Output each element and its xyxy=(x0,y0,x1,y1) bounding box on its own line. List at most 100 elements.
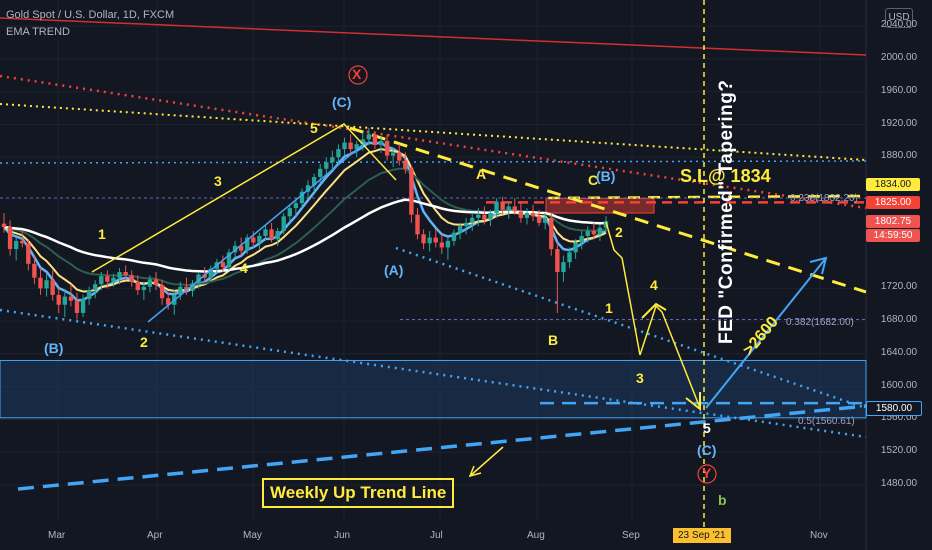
candle-body xyxy=(524,213,530,218)
candle-body xyxy=(366,134,372,140)
price-tick-label: 2040.00 xyxy=(880,19,918,31)
candle-body xyxy=(451,232,457,241)
candle-body xyxy=(226,252,232,268)
weekly-trendline-label: Weekly Up Trend Line xyxy=(262,478,455,508)
candle-body xyxy=(196,274,201,284)
price-tick-label: 1720.00 xyxy=(880,281,918,293)
candle-body xyxy=(26,243,31,264)
candle-body xyxy=(1,223,7,227)
candle-body xyxy=(567,252,572,263)
wave-label: 3 xyxy=(636,370,644,386)
candle-body xyxy=(324,162,329,169)
candle-body xyxy=(269,229,274,240)
wave-label: 1 xyxy=(605,300,613,316)
candle-body xyxy=(232,245,238,253)
price-tick-label: 1560.00 xyxy=(880,412,918,424)
wave-label: B xyxy=(548,332,559,348)
time-tick-label: May xyxy=(243,530,262,541)
time-tick-label: Apr xyxy=(147,530,163,541)
wave-label: 5 xyxy=(703,420,711,436)
blue-dotted-channel xyxy=(395,246,867,410)
time-tick-label: Sep xyxy=(622,530,640,541)
ema-lines xyxy=(3,141,607,302)
candles xyxy=(1,127,609,320)
candle-body xyxy=(281,216,286,232)
price-tick-label: 1880.00 xyxy=(880,150,918,162)
wave-label: (B) xyxy=(44,340,64,356)
target-arrowhead xyxy=(809,256,828,275)
candle-body xyxy=(311,176,317,186)
candle-body xyxy=(439,242,445,248)
candle-body xyxy=(500,201,505,210)
candle-body xyxy=(378,140,384,146)
candle-body xyxy=(427,237,432,244)
candle-body xyxy=(13,240,19,250)
candle-body xyxy=(397,152,402,161)
price-tick-label: 1600.00 xyxy=(880,379,918,391)
currency-button[interactable]: USD xyxy=(885,8,913,28)
countdown-badge: 14:59:50 xyxy=(866,229,920,242)
indicator-label[interactable]: EMA TREND xyxy=(6,26,70,38)
candle-body xyxy=(372,134,378,146)
wave-label: b xyxy=(718,492,727,508)
candle-body xyxy=(555,249,560,272)
candle-body xyxy=(597,227,603,235)
candle-body xyxy=(494,201,499,214)
candle-body xyxy=(415,214,420,235)
price-tick-label: 1680.00 xyxy=(880,314,918,326)
wave-label: (B) xyxy=(596,168,616,184)
candle-body xyxy=(38,277,43,289)
candle-body xyxy=(111,277,116,282)
ema-fast-line xyxy=(3,141,607,302)
candle-body xyxy=(384,140,390,156)
fed-tapering-annotation: FED "Confirmed" Tapering? xyxy=(716,79,737,344)
time-tick-label: Jun xyxy=(334,530,351,541)
fib-label-0236: 0.236(1832.20) xyxy=(790,193,858,204)
candle-body xyxy=(330,157,335,163)
blue-dotted-horizontal xyxy=(0,160,867,164)
chart-grid xyxy=(0,0,867,550)
wave-label: 5 xyxy=(310,120,318,136)
time-tick-label: Aug xyxy=(527,530,545,541)
symbol-title[interactable]: Gold Spot / U.S. Dollar, 1D, FXCM xyxy=(6,9,175,21)
sl-price-badge: 1834.00 xyxy=(866,178,920,191)
wave-x-circle xyxy=(348,65,368,85)
wave-label: 1 xyxy=(98,226,106,242)
candle-body xyxy=(275,231,280,240)
candle-body xyxy=(390,152,396,156)
wave-label: 4 xyxy=(650,277,658,293)
trend-lines xyxy=(0,0,867,528)
candle-body xyxy=(251,237,256,243)
candle-body xyxy=(56,294,61,305)
candle-body xyxy=(68,296,74,301)
candle-body xyxy=(62,296,67,305)
candle-body xyxy=(184,286,189,291)
candle-body xyxy=(530,213,536,217)
candle-body xyxy=(433,237,438,243)
stop-loss-annotation: S.L@ 1834 xyxy=(680,166,771,186)
candle-body xyxy=(190,283,195,291)
candle-body xyxy=(421,234,426,244)
yellow-dotted-trendline xyxy=(0,103,867,161)
wave-y-circle xyxy=(697,464,717,484)
event-date-label: 23 Sep '21 xyxy=(673,528,731,543)
candle-body xyxy=(354,144,359,150)
candle-body xyxy=(585,231,590,236)
trendline-pointer xyxy=(469,446,504,477)
candle-body xyxy=(409,168,414,215)
candle-body xyxy=(299,191,305,204)
weekly-uptrend-line xyxy=(17,404,867,491)
candle-body xyxy=(287,208,292,217)
blue-dotted-downtrend xyxy=(0,308,867,439)
support-price-badge: 1580.00 xyxy=(866,401,922,416)
candle-body xyxy=(165,298,171,305)
candle-body xyxy=(403,160,408,169)
wave-label: A xyxy=(476,166,487,182)
wave-label: 3 xyxy=(214,173,222,189)
candle-body xyxy=(141,286,147,291)
candle-body xyxy=(536,216,542,223)
candle-body xyxy=(591,231,597,235)
impulse-wave-yellow xyxy=(91,123,397,273)
candle-body xyxy=(135,281,140,291)
